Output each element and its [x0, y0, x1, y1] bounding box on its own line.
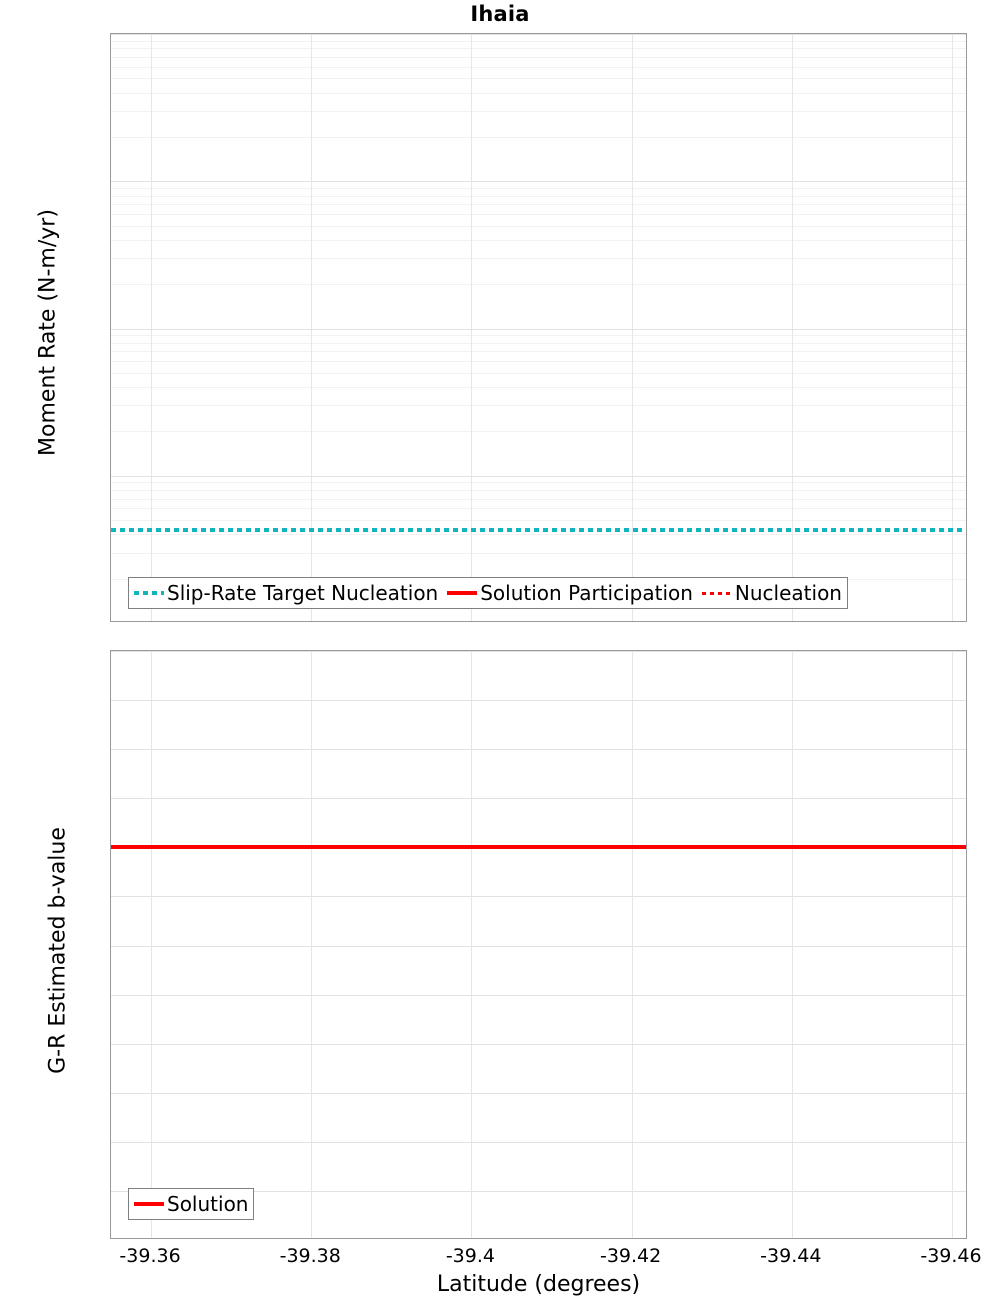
gridline-vertical: [471, 34, 473, 621]
moment-rate-legend[interactable]: Slip-Rate Target Nucleation Solution Part…: [128, 577, 848, 609]
b-value-legend[interactable]: Solution: [128, 1188, 255, 1220]
gridline-horizontal-minor: [111, 405, 966, 407]
gridline-horizontal-minor: [111, 342, 966, 344]
gridline-horizontal: [111, 181, 966, 183]
legend-line-swatch-icon: [134, 1202, 164, 1206]
gridline-horizontal-minor: [111, 195, 966, 197]
gridline-horizontal-minor: [111, 387, 966, 389]
moment-rate-plot-area: [111, 34, 966, 621]
legend-label: Nucleation: [734, 581, 842, 605]
gridline-horizontal: [111, 475, 966, 477]
gridline-horizontal-minor: [111, 284, 966, 286]
gridline-horizontal-minor: [111, 372, 966, 374]
gridline-vertical: [311, 34, 313, 621]
gridline-horizontal-minor: [111, 335, 966, 337]
gridline-horizontal: [111, 896, 966, 898]
b-value-plot-axes: [110, 650, 967, 1239]
gridline-horizontal-minor: [111, 361, 966, 363]
gridline-horizontal-minor: [111, 498, 966, 500]
gridline-horizontal-minor: [111, 520, 966, 522]
x-tick-label: -39.42: [599, 1245, 662, 1267]
legend-label: Solution Participation: [480, 581, 693, 605]
gridline-vertical: [631, 651, 633, 1238]
gridline-horizontal-minor: [111, 552, 966, 554]
x-tick-label: -39.4: [445, 1245, 495, 1267]
gridline-horizontal-minor: [111, 490, 966, 492]
gridline-horizontal-minor: [111, 431, 966, 433]
gridline-horizontal-minor: [111, 508, 966, 510]
gridline-horizontal: [111, 994, 966, 996]
legend-line-swatch-icon: [134, 591, 164, 595]
gridline-vertical: [311, 651, 313, 1238]
gridline-horizontal-minor: [111, 66, 966, 68]
gridline-horizontal-minor: [111, 92, 966, 94]
legend-line-swatch-icon: [701, 591, 732, 595]
series-line-slip-rate-target-nucleation: [111, 527, 966, 532]
gridline-horizontal-minor: [111, 351, 966, 353]
gridline-horizontal-minor: [111, 225, 966, 227]
gridline-horizontal-minor: [111, 482, 966, 484]
gridline-vertical: [471, 651, 473, 1238]
gridline-horizontal-minor: [111, 187, 966, 189]
moment-rate-legend-entry[interactable]: Nucleation: [701, 581, 842, 605]
gridline-vertical: [151, 651, 153, 1238]
gridline-horizontal-minor: [111, 110, 966, 112]
b-value-legend-entry[interactable]: Solution: [134, 1192, 248, 1216]
x-axis-label: Latitude (degrees): [436, 1272, 641, 1297]
gridline-horizontal: [111, 1043, 966, 1045]
gridline-horizontal-minor: [111, 534, 966, 536]
x-tick-label: -39.46: [920, 1245, 982, 1267]
moment-rate-legend-entry[interactable]: Solution Participation: [447, 581, 702, 605]
gridline-horizontal: [111, 328, 966, 330]
gridline-horizontal: [111, 651, 966, 652]
gridline-horizontal-minor: [111, 78, 966, 80]
gridline-vertical: [151, 34, 153, 621]
x-tick-label: -39.36: [119, 1245, 181, 1267]
gridline-horizontal: [111, 1190, 966, 1192]
gridline-horizontal-minor: [111, 136, 966, 138]
x-tick-label: -39.38: [279, 1245, 341, 1267]
gridline-vertical: [631, 34, 633, 621]
gridline-horizontal: [111, 749, 966, 751]
gridline-vertical: [951, 34, 953, 621]
gridline-horizontal: [111, 1141, 966, 1143]
gridline-horizontal-minor: [111, 213, 966, 215]
gridline-horizontal: [111, 1092, 966, 1094]
b-value-y-axis-label: G-R Estimated b-value: [45, 827, 71, 1074]
gridline-vertical: [791, 34, 793, 621]
figure-title: Ihaia: [470, 2, 530, 26]
x-tick-label: -39.44: [760, 1245, 822, 1267]
gridline-horizontal-minor: [111, 204, 966, 206]
gridline-horizontal-minor: [111, 40, 966, 42]
gridline-horizontal: [111, 798, 966, 800]
gridline-horizontal-minor: [111, 239, 966, 241]
gridline-horizontal-minor: [111, 258, 966, 260]
gridline-horizontal: [111, 945, 966, 947]
gridline-horizontal-minor: [111, 48, 966, 50]
legend-label: Slip-Rate Target Nucleation: [167, 581, 439, 605]
moment-rate-plot-axes: [110, 33, 967, 622]
gridline-horizontal-minor: [111, 56, 966, 58]
gridline-vertical: [951, 651, 953, 1238]
gridline-horizontal: [111, 34, 966, 35]
b-value-plot-area: [111, 651, 966, 1238]
moment-rate-legend-entry[interactable]: Slip-Rate Target Nucleation: [134, 581, 447, 605]
legend-line-swatch-icon: [447, 591, 478, 595]
moment-rate-y-axis-label: Moment Rate (N-m/yr): [35, 209, 61, 456]
legend-label: Solution: [167, 1192, 249, 1216]
series-line-solution: [111, 845, 966, 850]
gridline-horizontal: [111, 700, 966, 702]
gridline-vertical: [791, 651, 793, 1238]
